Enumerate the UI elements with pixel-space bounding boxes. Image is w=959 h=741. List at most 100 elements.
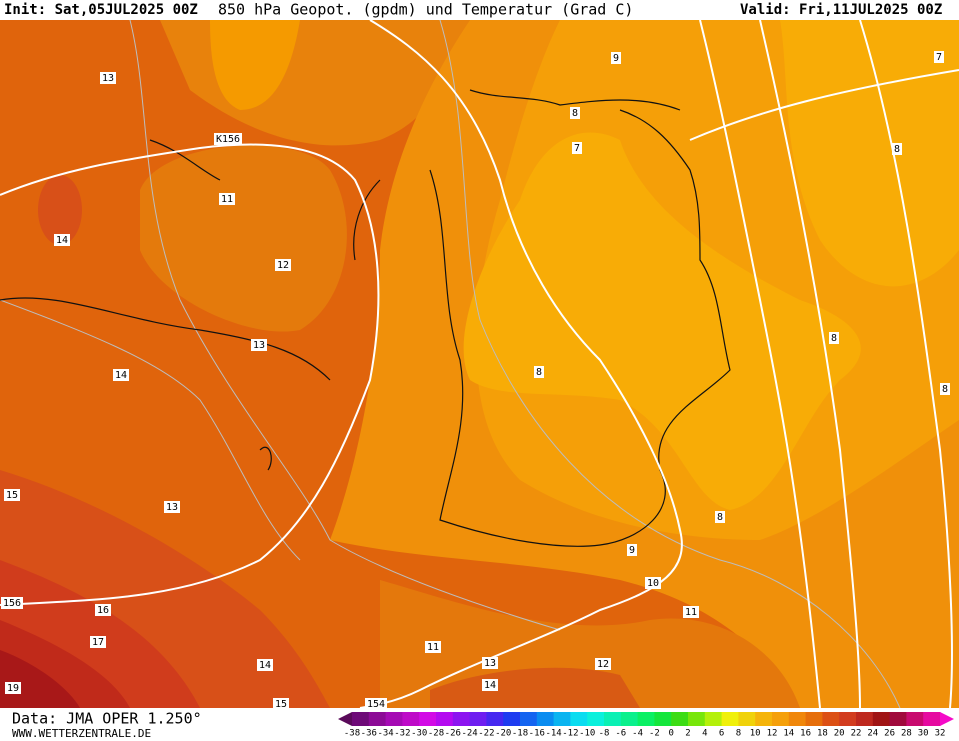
colorbar-label: 14 bbox=[783, 729, 794, 739]
colorbar-label: 20 bbox=[834, 729, 845, 739]
colorbar-label: -10 bbox=[579, 729, 595, 739]
contour-label-box bbox=[90, 636, 106, 648]
contour-label: K156 bbox=[216, 134, 240, 145]
colorbar-label: -22 bbox=[478, 729, 494, 739]
colorbar-label: 16 bbox=[800, 729, 811, 739]
colorbar-label: -38 bbox=[344, 729, 360, 739]
init-time: Init: Sat,05JUL2025 00Z bbox=[4, 2, 198, 18]
colorbar-label: -12 bbox=[562, 729, 578, 739]
colorbar-label: 10 bbox=[750, 729, 761, 739]
contour-label: 7 bbox=[574, 143, 580, 154]
colorbar-label: 18 bbox=[817, 729, 828, 739]
colorbar-arrow bbox=[338, 712, 352, 726]
contour-label: 13 bbox=[484, 658, 496, 669]
contour-label-box bbox=[645, 577, 661, 589]
contour-label: 7 bbox=[936, 52, 942, 63]
colorbar-label: 12 bbox=[767, 729, 778, 739]
temp-area bbox=[780, 20, 959, 287]
colorbar-box bbox=[906, 712, 924, 726]
contour-label: 14 bbox=[56, 235, 68, 246]
contour-label: 9 bbox=[629, 545, 635, 556]
header-bar bbox=[0, 0, 959, 20]
temp-area bbox=[140, 145, 347, 332]
colorbar-box bbox=[688, 712, 706, 726]
border bbox=[0, 89, 731, 547]
contour-label: 13 bbox=[166, 502, 178, 513]
contour-label-box bbox=[934, 51, 944, 63]
colorbar-label: 8 bbox=[736, 729, 741, 739]
colorbar-label: -8 bbox=[599, 729, 610, 739]
geopotential-line bbox=[689, 69, 959, 141]
colorbar-box bbox=[385, 712, 403, 726]
colorbar-box bbox=[839, 712, 857, 726]
contour-label: 15 bbox=[6, 490, 18, 501]
colorbar-box bbox=[368, 712, 387, 726]
contour-label: 17 bbox=[92, 637, 104, 648]
contour-label-box bbox=[611, 52, 621, 64]
colorbar-label: 24 bbox=[867, 729, 878, 739]
contour-label-box bbox=[95, 604, 111, 616]
colorbar-label: 30 bbox=[918, 729, 929, 739]
contour-label-box bbox=[683, 606, 699, 618]
contour-label-box bbox=[482, 679, 498, 691]
colorbar-box bbox=[788, 712, 807, 726]
site: WWW.WETTERZENTRALE.DE bbox=[12, 727, 151, 740]
colorbar-box bbox=[772, 712, 790, 726]
colorbar-label: 6 bbox=[719, 729, 724, 739]
contour-label-box bbox=[54, 234, 70, 246]
colorbar-box bbox=[704, 712, 723, 726]
temp-area bbox=[430, 667, 640, 708]
contour-label: 13 bbox=[253, 340, 265, 351]
geopotential-line bbox=[699, 19, 821, 709]
colorbar-box bbox=[536, 712, 555, 726]
colorbar-label: -18 bbox=[512, 729, 528, 739]
colorbar-box bbox=[805, 712, 823, 726]
colorbar-box bbox=[587, 712, 605, 726]
isotherm bbox=[0, 299, 301, 561]
contour-label: 8 bbox=[942, 384, 948, 395]
colorbar-box bbox=[721, 712, 739, 726]
contour-label-box bbox=[715, 511, 725, 523]
contour-label-box bbox=[257, 659, 273, 671]
isotherm bbox=[439, 19, 901, 709]
colorbar-label: -2 bbox=[649, 729, 660, 739]
colorbar-label: -28 bbox=[428, 729, 444, 739]
contour-label: 14 bbox=[484, 680, 496, 691]
contour-label-box bbox=[482, 657, 498, 669]
contour-label-box bbox=[100, 72, 116, 84]
contour-label-box bbox=[534, 366, 544, 378]
colorbar-arrow bbox=[940, 712, 954, 726]
contour-label: 19 bbox=[7, 683, 19, 694]
colorbar-label: -6 bbox=[615, 729, 626, 739]
contour-label: 8 bbox=[894, 144, 900, 155]
contour-label-box bbox=[5, 682, 21, 694]
contour-label: 9 bbox=[613, 53, 619, 64]
colorbar: -38 -36 -34 -32 -30 -28 -26 -24 -22 -20 -18 -16 -14-… bbox=[338, 712, 954, 739]
colorbar-label: -32 bbox=[394, 729, 410, 739]
colorbar-box bbox=[553, 712, 571, 726]
geopotential-line bbox=[759, 19, 861, 709]
colorbar-label: -26 bbox=[445, 729, 461, 739]
colorbar-box bbox=[856, 712, 874, 726]
colorbar-label: -30 bbox=[411, 729, 427, 739]
colorbar-label: -34 bbox=[377, 729, 393, 739]
contour-label: 8 bbox=[831, 333, 837, 344]
colorbar-label: -4 bbox=[632, 729, 643, 739]
data-source: Data: JMA OPER 1.250° bbox=[12, 710, 202, 728]
colorbar-box bbox=[637, 712, 655, 726]
contour-label: 13 bbox=[102, 73, 114, 84]
contour-label: 10 bbox=[647, 578, 659, 589]
contour-label: 14 bbox=[115, 370, 127, 381]
colorbar-label: -16 bbox=[529, 729, 545, 739]
temp-area bbox=[463, 132, 861, 510]
geopotential-line bbox=[359, 19, 683, 709]
contour-label-box bbox=[219, 193, 235, 205]
colorbar-box bbox=[402, 712, 420, 726]
contour-label: 8 bbox=[717, 512, 723, 523]
colorbar-label: -24 bbox=[461, 729, 477, 739]
map-title: 850 hPa Geopot. (gpdm) und Temperatur (G… bbox=[218, 1, 633, 19]
contour-label: 14 bbox=[259, 660, 271, 671]
colorbar-box bbox=[604, 712, 622, 726]
contour-label-box bbox=[164, 501, 180, 513]
contour-label-box bbox=[275, 259, 291, 271]
